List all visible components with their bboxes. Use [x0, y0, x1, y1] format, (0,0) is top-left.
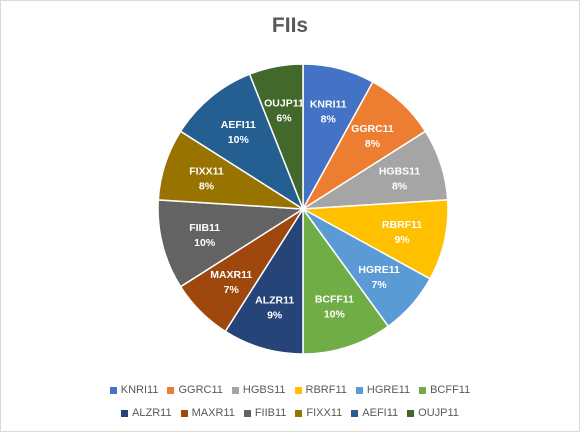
legend-row-2: ALZR11 MAXR11 FIIB11 FIXX11 AEFI11 OUJP11 [0, 407, 580, 419]
legend-swatch [295, 409, 303, 417]
data-label-percent-fixx11: 8% [199, 181, 215, 193]
data-label-percent-aefi11: 10% [228, 134, 250, 146]
legend-item-bcff11: BCFF11 [419, 384, 470, 396]
legend-swatch [231, 386, 239, 394]
legend-item-hgre11: HGRE11 [355, 384, 411, 396]
pie-slice-oujp11 [248, 63, 304, 210]
data-label-name-oujp11: OUJP11 [264, 97, 304, 109]
legend-swatch [167, 386, 175, 394]
data-label-percent-maxr11: 7% [224, 284, 240, 296]
legend-item-knri11: KNRI11 [109, 384, 159, 396]
data-label-name-fixx11: FIXX11 [189, 166, 224, 178]
data-label-percent-ggrc11: 8% [365, 138, 381, 150]
legend-item-fixx11: FIXX11 [295, 407, 342, 419]
legend-swatch [294, 386, 302, 394]
legend-item-aefi11: AEFI11 [351, 407, 398, 419]
legend-label: RBRF11 [305, 384, 347, 396]
data-label-name-knri11: KNRI11 [310, 99, 347, 111]
pie-slice-fiib11 [157, 199, 306, 288]
legend-label: ALZR11 [132, 407, 172, 419]
data-label-name-hgre11: HGRE11 [358, 264, 400, 276]
pie-slice-aefi11 [179, 73, 305, 211]
data-label-name-bcff11: BCFF11 [315, 294, 354, 306]
data-label-percent-knri11: 8% [321, 114, 337, 126]
legend-row-1: KNRI11 GGRC11 HGBS11 RBRF11 HGRE11 BCFF11 [0, 384, 580, 396]
data-label-name-rbrf11: RBRF11 [382, 219, 422, 231]
data-label-percent-fiib11: 10% [194, 237, 216, 249]
legend-swatch [180, 409, 188, 417]
pie-slice-rbrf11 [300, 199, 449, 280]
legend-label: GGRC11 [178, 384, 223, 396]
legend-label: MAXR11 [191, 407, 235, 419]
legend-item-fiib11: FIIB11 [243, 407, 287, 419]
legend-swatch [243, 409, 251, 417]
data-label-percent-hgbs11: 8% [392, 181, 408, 193]
legend-swatch [419, 386, 427, 394]
pie-slice-alzr11 [224, 206, 304, 355]
legend-item-oujp11: OUJP11 [407, 407, 459, 419]
legend-label: FIXX11 [306, 407, 343, 419]
legend-swatch [109, 386, 117, 394]
pie-chart: KNRI11 8% GGRC11 8% HGBS11 8% RBRF11 9% HGRE11 7%… [157, 63, 449, 355]
legend-label: FIIB11 [254, 407, 287, 419]
legend-item-maxr11: MAXR11 [180, 407, 235, 419]
legend-item-hgbs11: HGBS11 [231, 384, 286, 396]
data-label-percent-alzr11: 9% [267, 309, 283, 321]
data-label-percent-rbrf11: 9% [394, 234, 410, 246]
data-label-percent-hgre11: 7% [372, 279, 388, 291]
legend-item-ggrc11: GGRC11 [167, 384, 223, 396]
pie-slice-bcff11 [302, 206, 390, 355]
data-label-name-alzr11: ALZR11 [255, 294, 294, 306]
legend-swatch [407, 409, 415, 417]
data-label-percent-oujp11: 6% [276, 112, 292, 124]
data-label-name-aefi11: AEFI11 [221, 119, 256, 131]
chart-title: FIIs [271, 14, 309, 37]
legend-label: BCFF11 [430, 384, 471, 396]
legend-item-alzr11: ALZR11 [121, 407, 172, 419]
data-label-name-fiib11: FIIB11 [189, 222, 220, 234]
legend-label: HGBS11 [242, 384, 286, 396]
data-label-percent-bcff11: 10% [324, 309, 346, 321]
legend-swatch [121, 409, 129, 417]
legend-label: KNRI11 [120, 384, 159, 396]
legend-label: OUJP11 [418, 407, 459, 419]
legend-item-rbrf11: RBRF11 [294, 384, 347, 396]
legend-swatch [351, 409, 359, 417]
legend-label: AEFI11 [362, 407, 399, 419]
legend-swatch [355, 386, 363, 394]
data-label-name-hgbs11: HGBS11 [379, 166, 421, 178]
legend-label: HGRE11 [366, 384, 411, 396]
data-label-name-maxr11: MAXR11 [210, 269, 252, 281]
data-label-name-ggrc11: GGRC11 [351, 123, 394, 135]
